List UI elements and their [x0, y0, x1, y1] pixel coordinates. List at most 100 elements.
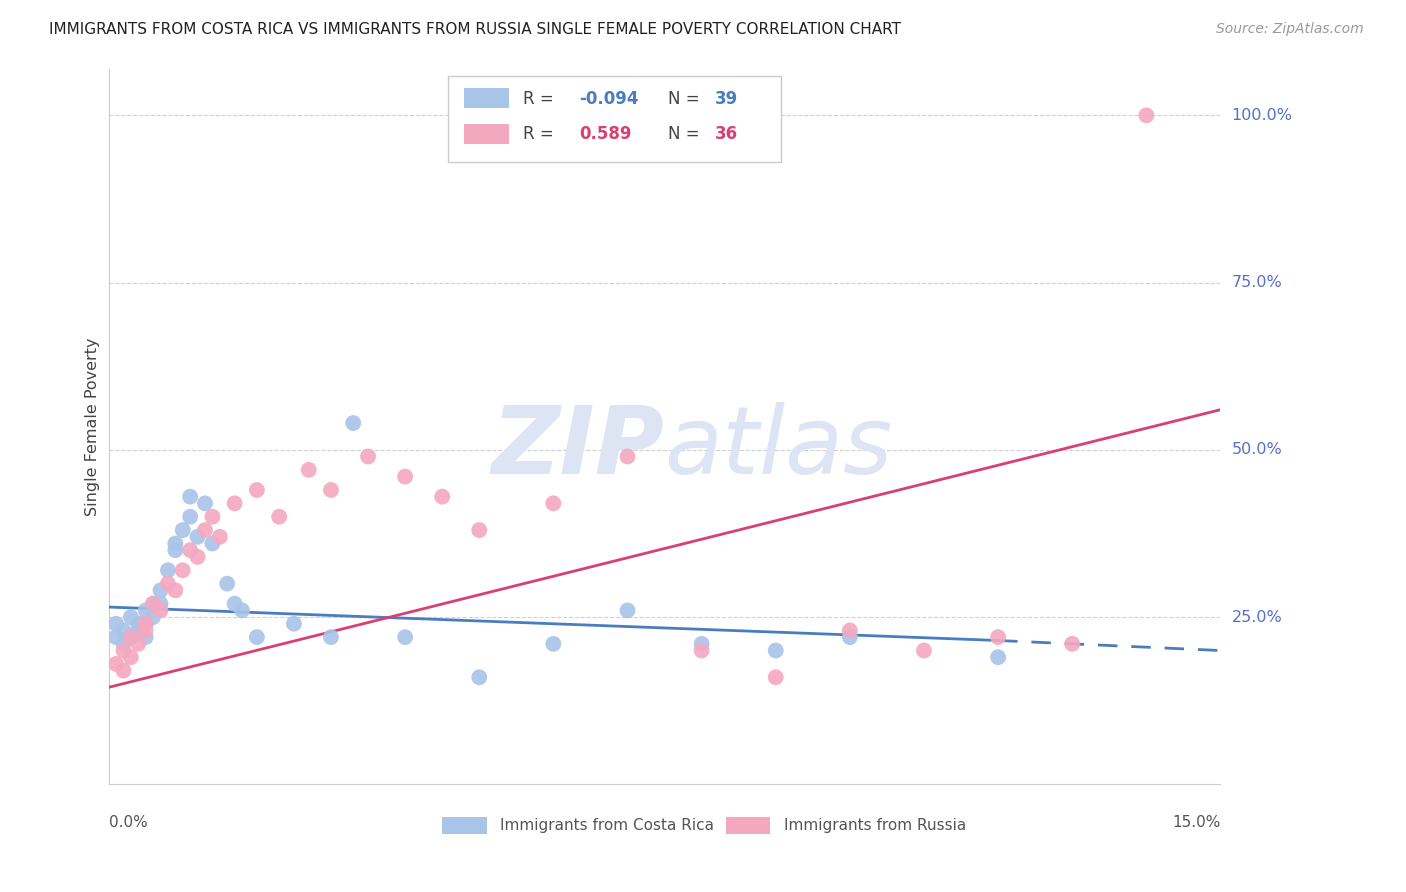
- Point: [1135, 108, 1157, 122]
- Point: [156, 576, 179, 591]
- Text: Source: ZipAtlas.com: Source: ZipAtlas.com: [1216, 22, 1364, 37]
- Point: [201, 509, 224, 524]
- Point: [319, 483, 342, 497]
- Point: [149, 597, 172, 611]
- Point: [1062, 637, 1084, 651]
- Point: [120, 650, 142, 665]
- Point: [987, 650, 1010, 665]
- Point: [127, 616, 149, 631]
- Point: [194, 523, 217, 537]
- Point: [543, 496, 565, 510]
- Point: [127, 637, 149, 651]
- Text: ZIP: ZIP: [492, 402, 665, 494]
- FancyBboxPatch shape: [464, 124, 509, 144]
- Point: [135, 630, 157, 644]
- Point: [246, 630, 269, 644]
- Point: [208, 530, 231, 544]
- Point: [165, 583, 187, 598]
- Point: [149, 583, 172, 598]
- Point: [187, 549, 209, 564]
- Text: 39: 39: [714, 89, 738, 108]
- Point: [179, 490, 201, 504]
- Text: 50.0%: 50.0%: [1232, 442, 1282, 458]
- Point: [616, 450, 638, 464]
- Point: [765, 670, 787, 684]
- Point: [172, 523, 194, 537]
- Text: Immigrants from Russia: Immigrants from Russia: [783, 818, 966, 833]
- Point: [105, 630, 128, 644]
- Point: [179, 543, 201, 558]
- Point: [283, 616, 305, 631]
- Point: [165, 543, 187, 558]
- Text: 25.0%: 25.0%: [1232, 609, 1282, 624]
- Text: 0.589: 0.589: [579, 126, 631, 144]
- Point: [135, 624, 157, 638]
- Point: [135, 603, 157, 617]
- Point: [765, 643, 787, 657]
- Point: [142, 610, 165, 624]
- Point: [616, 603, 638, 617]
- Point: [987, 630, 1010, 644]
- Point: [105, 657, 128, 671]
- Point: [149, 603, 172, 617]
- Point: [156, 563, 179, 577]
- Point: [269, 509, 291, 524]
- Text: IMMIGRANTS FROM COSTA RICA VS IMMIGRANTS FROM RUSSIA SINGLE FEMALE POVERTY CORRE: IMMIGRANTS FROM COSTA RICA VS IMMIGRANTS…: [49, 22, 901, 37]
- Point: [394, 630, 416, 644]
- Text: -0.094: -0.094: [579, 89, 638, 108]
- Point: [142, 597, 165, 611]
- Point: [172, 563, 194, 577]
- Point: [135, 616, 157, 631]
- Point: [120, 610, 142, 624]
- Point: [298, 463, 321, 477]
- Point: [357, 450, 380, 464]
- Text: R =: R =: [523, 89, 560, 108]
- Text: 100.0%: 100.0%: [1232, 108, 1292, 123]
- Point: [165, 536, 187, 550]
- Point: [690, 637, 713, 651]
- Point: [120, 630, 142, 644]
- Y-axis label: Single Female Poverty: Single Female Poverty: [86, 337, 100, 516]
- Point: [430, 490, 453, 504]
- Point: [201, 536, 224, 550]
- Point: [187, 530, 209, 544]
- Point: [127, 624, 149, 638]
- Point: [246, 483, 269, 497]
- Text: 36: 36: [714, 126, 738, 144]
- Point: [112, 664, 135, 678]
- FancyBboxPatch shape: [725, 816, 770, 834]
- Point: [912, 643, 935, 657]
- Text: 15.0%: 15.0%: [1173, 815, 1220, 830]
- Point: [112, 637, 135, 651]
- Text: N =: N =: [668, 126, 704, 144]
- Point: [112, 643, 135, 657]
- Point: [231, 603, 253, 617]
- Point: [690, 643, 713, 657]
- Point: [224, 597, 246, 611]
- Point: [394, 469, 416, 483]
- Point: [120, 630, 142, 644]
- Point: [224, 496, 246, 510]
- FancyBboxPatch shape: [441, 816, 486, 834]
- Text: 75.0%: 75.0%: [1232, 275, 1282, 290]
- Point: [112, 624, 135, 638]
- Text: 0.0%: 0.0%: [108, 815, 148, 830]
- Point: [142, 597, 165, 611]
- Point: [838, 624, 860, 638]
- Text: R =: R =: [523, 126, 565, 144]
- Point: [194, 496, 217, 510]
- FancyBboxPatch shape: [447, 76, 782, 161]
- Point: [179, 509, 201, 524]
- Text: Immigrants from Costa Rica: Immigrants from Costa Rica: [501, 818, 714, 833]
- Point: [342, 416, 364, 430]
- Point: [319, 630, 342, 644]
- Point: [543, 637, 565, 651]
- Point: [838, 630, 860, 644]
- Point: [468, 670, 491, 684]
- Point: [468, 523, 491, 537]
- Point: [217, 576, 239, 591]
- Text: atlas: atlas: [665, 402, 893, 493]
- Point: [105, 616, 128, 631]
- FancyBboxPatch shape: [464, 87, 509, 108]
- Point: [135, 616, 157, 631]
